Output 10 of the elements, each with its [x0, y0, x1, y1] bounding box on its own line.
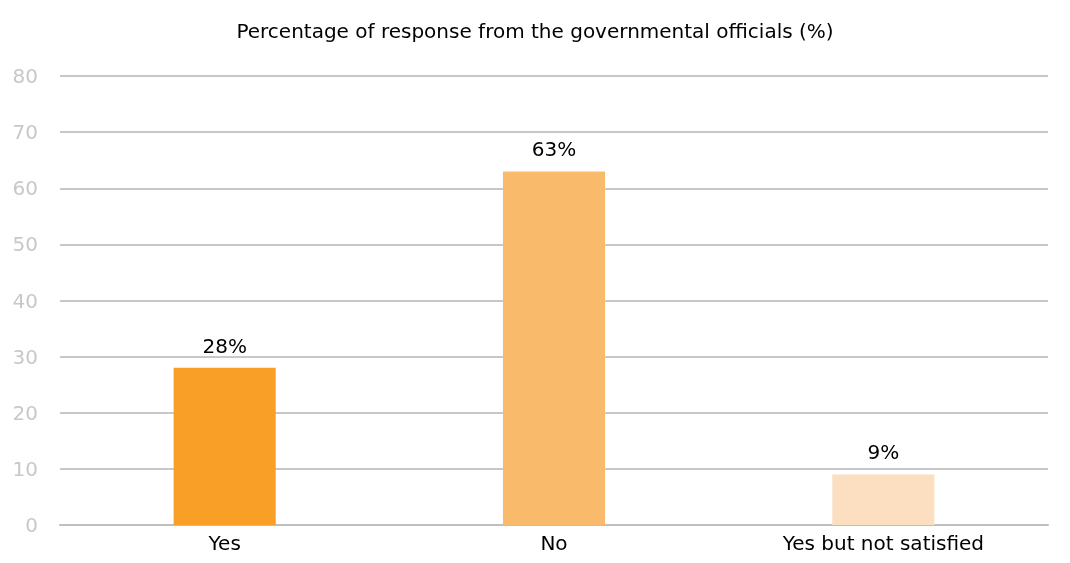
x-tick-label: Yes but not satisfied — [781, 531, 985, 555]
data-label: 28% — [202, 333, 247, 358]
x-tick-label: No — [540, 531, 568, 555]
bar — [502, 171, 606, 525]
data-label: 63% — [531, 137, 577, 162]
bar — [832, 474, 935, 525]
x-tick-label: Yes — [207, 531, 241, 555]
chart-title: Percentage of response from the governmental officials (%) — [236, 19, 834, 43]
data-label: 9% — [867, 440, 900, 465]
bar — [173, 367, 276, 525]
